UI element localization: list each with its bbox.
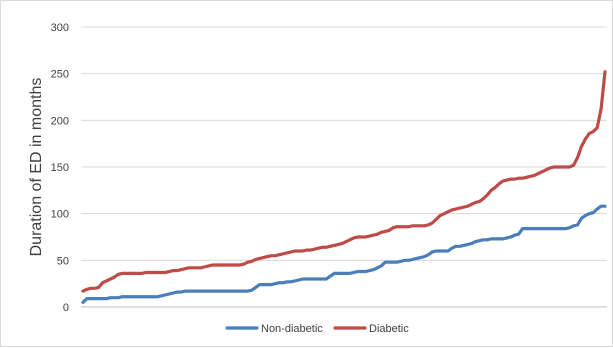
legend: Non-diabetic Diabetic [225, 323, 409, 335]
series-lines [81, 70, 607, 304]
y-tick-label-150: 150 [51, 162, 69, 174]
y-tick-label-50: 50 [57, 255, 69, 267]
y-tick-label-300: 300 [51, 22, 69, 34]
y-axis-label: Duration of ED in months [28, 78, 45, 257]
legend-label-non-diabetic: Non-diabetic [261, 323, 323, 335]
y-tick-label-100: 100 [51, 209, 69, 221]
legend-label-diabetic: Diabetic [369, 323, 409, 335]
y-axis-ticks: 0 50 100 150 200 250 300 [51, 22, 69, 314]
series-line-non-diabetic [81, 204, 607, 304]
y-tick-label-200: 200 [51, 115, 69, 127]
y-tick-label-250: 250 [51, 69, 69, 81]
series-line-diabetic [81, 70, 607, 293]
y-tick-label-0: 0 [63, 302, 69, 314]
gridlines [81, 26, 607, 308]
